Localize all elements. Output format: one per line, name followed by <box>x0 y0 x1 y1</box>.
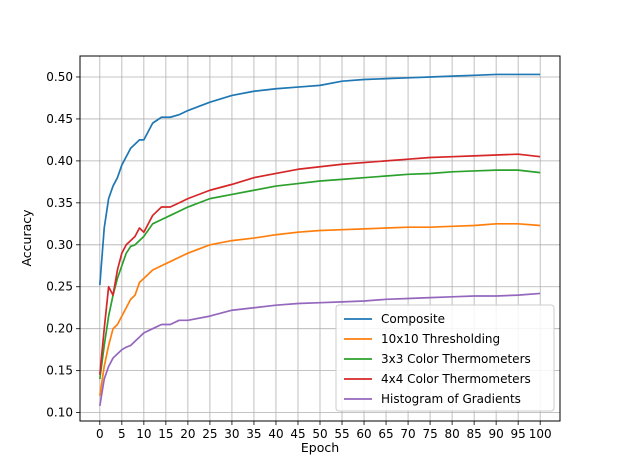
legend-entry-1: 10x10 Thresholding <box>381 332 500 346</box>
x-tick-label: 15 <box>158 427 173 441</box>
x-tick-label: 55 <box>334 427 349 441</box>
legend-entry-3: 4x4 Color Thermometers <box>381 372 531 386</box>
x-tick-label: 45 <box>290 427 305 441</box>
x-tick-label: 50 <box>312 427 327 441</box>
x-tick-label: 100 <box>529 427 552 441</box>
legend-entry-4: Histogram of Gradients <box>381 392 521 406</box>
x-tick-label: 70 <box>400 427 415 441</box>
series-line-2 <box>98 169 541 380</box>
series-lines <box>98 73 541 407</box>
legend-entry-0: Composite <box>381 312 445 326</box>
x-tick-label: 60 <box>356 427 371 441</box>
y-tick-label: 0.15 <box>46 364 73 378</box>
y-axis-ticks: 0.10 0.15 0.20 0.25 0.30 0.35 0.40 0.45 0.50 <box>46 70 80 420</box>
x-tick-label: 75 <box>422 427 437 441</box>
x-tick-label: 25 <box>202 427 217 441</box>
series-line-1 <box>98 222 541 396</box>
x-tick-label: 35 <box>246 427 261 441</box>
x-tick-label: 40 <box>268 427 283 441</box>
legend-box <box>335 304 555 412</box>
y-tick-label: 0.35 <box>46 196 73 210</box>
y-tick-label: 0.10 <box>46 406 73 420</box>
legend: Composite 10x10 Thresholding 3x3 Color The… <box>335 304 555 412</box>
x-axis-ticks: 0 5 10 15 20 25 30 35 40 45 50 55 60 65 70 75 80 85 90 95 10… <box>96 421 552 441</box>
y-tick-label: 0.25 <box>46 280 73 294</box>
y-tick-label: 0.30 <box>46 238 73 252</box>
series-line-0 <box>98 73 541 286</box>
x-tick-label: 20 <box>180 427 195 441</box>
legend-entry-2: 3x3 Color Thermometers <box>381 352 531 366</box>
x-tick-label: 65 <box>378 427 393 441</box>
series-line-3 <box>98 153 541 375</box>
y-tick-label: 0.45 <box>46 112 73 126</box>
y-tick-label: 0.20 <box>46 322 73 336</box>
x-tick-label: 95 <box>511 427 526 441</box>
x-axis-label: Epoch <box>301 440 339 455</box>
x-tick-label: 90 <box>489 427 504 441</box>
x-tick-label: 85 <box>466 427 481 441</box>
x-tick-label: 30 <box>224 427 239 441</box>
x-tick-label: 5 <box>118 427 126 441</box>
x-tick-label: 80 <box>444 427 459 441</box>
y-tick-label: 0.50 <box>46 70 73 84</box>
series-line-4 <box>98 292 541 407</box>
y-tick-label: 0.40 <box>46 154 73 168</box>
x-tick-label: 0 <box>96 427 104 441</box>
y-axis-label: Accuracy <box>19 209 34 267</box>
x-tick-label: 10 <box>136 427 151 441</box>
